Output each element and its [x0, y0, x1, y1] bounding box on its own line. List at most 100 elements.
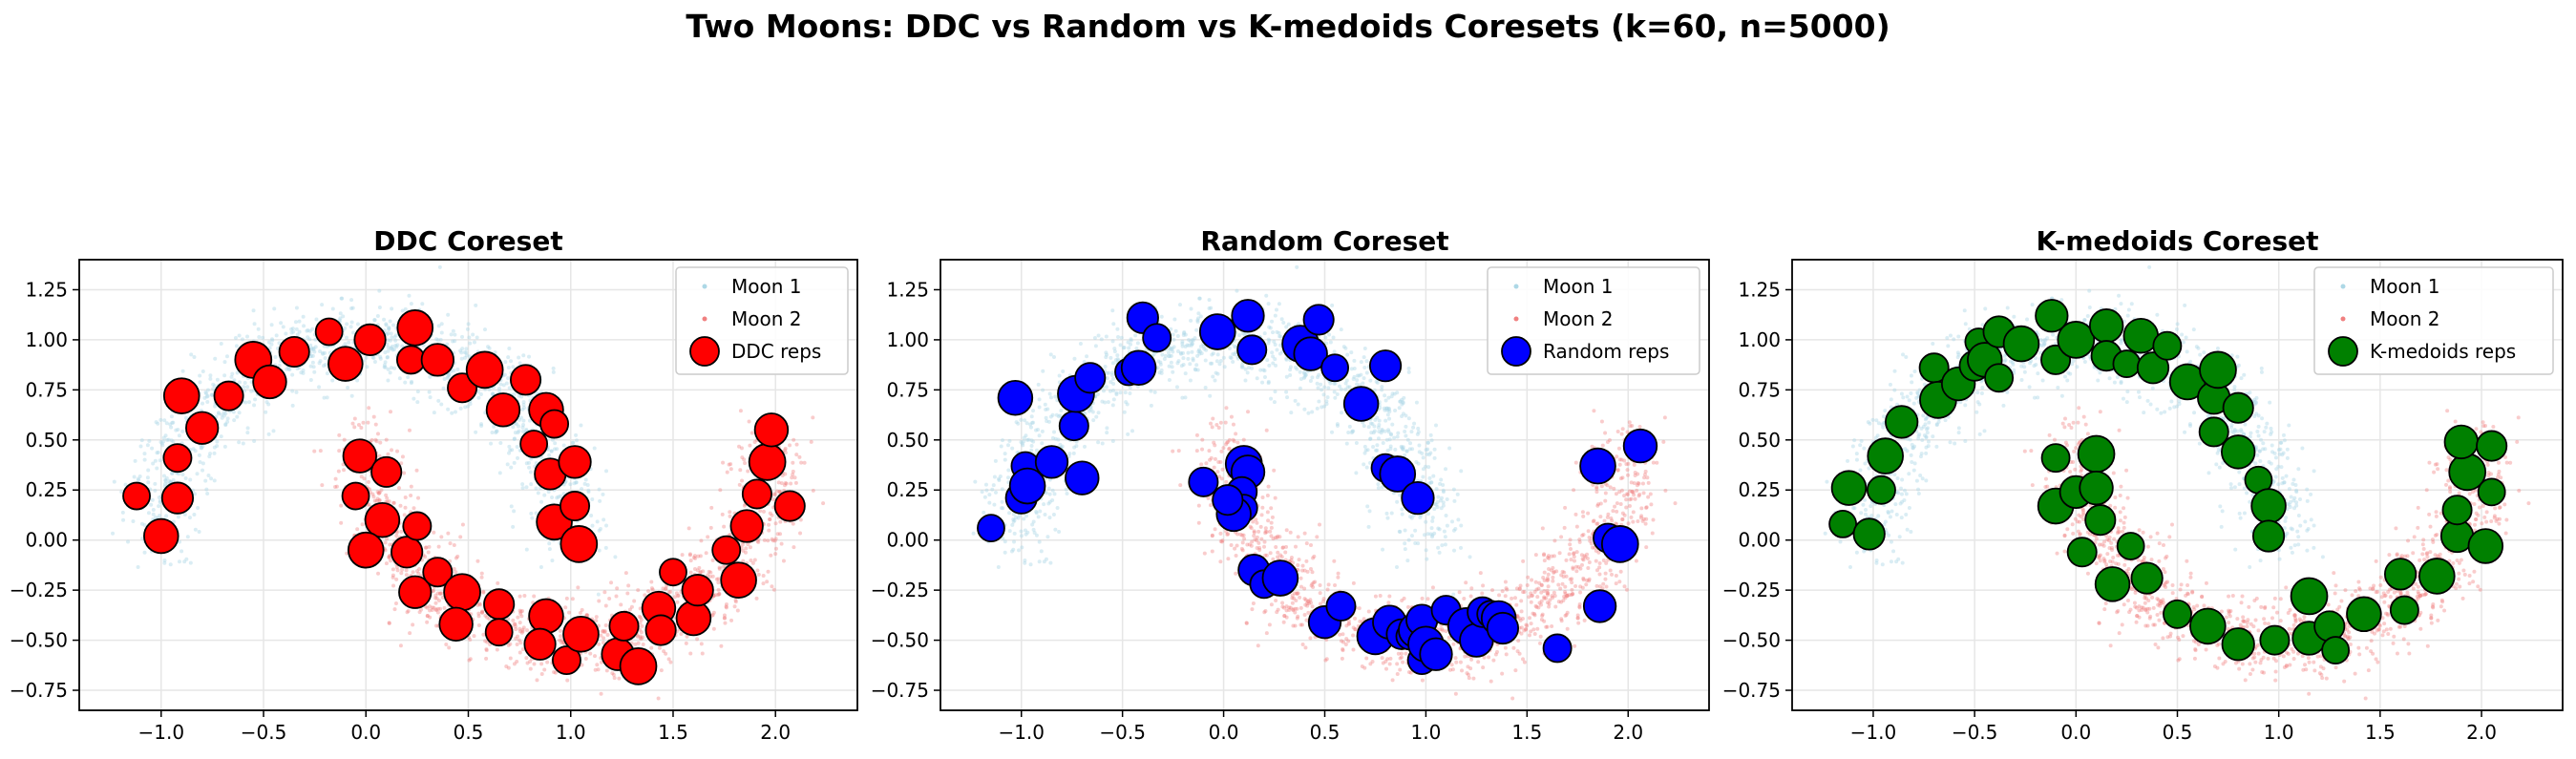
moon2-point	[480, 609, 485, 614]
moon1-point	[201, 468, 205, 473]
moon1-point	[436, 398, 441, 403]
moon1-point	[199, 446, 203, 451]
moon1-point	[1190, 342, 1194, 347]
moon1-point	[1278, 334, 1283, 339]
moon1-point	[1376, 425, 1381, 430]
moon1-point	[219, 341, 223, 346]
moon1-point	[240, 337, 244, 342]
moon2-point	[1600, 443, 1605, 448]
moon1-point	[992, 474, 997, 479]
moon2-point	[662, 649, 666, 654]
moon1-point	[1451, 592, 1456, 597]
moon1-point	[1011, 512, 1016, 517]
moon1-point	[169, 438, 174, 443]
moon2-point	[761, 509, 766, 514]
moon1-point	[1211, 374, 1215, 379]
moon2-point	[1303, 602, 1308, 607]
moon1-point	[1405, 559, 1410, 563]
moon2-point	[1440, 627, 1445, 632]
moon1-point	[1229, 356, 1234, 361]
moon2-point	[375, 496, 380, 501]
moon1-point	[446, 407, 451, 411]
moon2-point	[675, 600, 680, 604]
moon2-point	[435, 610, 440, 615]
moon1-point	[521, 418, 526, 423]
ddc-rep-point	[364, 501, 401, 538]
moon1-point	[1322, 385, 1327, 390]
moon1-point	[1362, 366, 1367, 370]
moon1-point	[1333, 381, 1338, 386]
moon1-point	[1058, 442, 1063, 447]
moon1-point	[1277, 334, 1282, 339]
moon1-point	[542, 493, 547, 497]
moon1-point	[1022, 439, 1026, 444]
moon1-point	[586, 490, 591, 495]
moon1-point	[1182, 330, 1187, 335]
moon1-point	[302, 324, 306, 328]
moon2-point	[1212, 440, 1216, 445]
moon1-point	[243, 389, 247, 393]
moon2-point	[430, 605, 434, 610]
moon1-point	[1240, 365, 1245, 369]
ddc-rep-point	[370, 455, 403, 488]
moon2-point	[468, 638, 473, 643]
moon1-point	[1406, 366, 1411, 370]
x-tick-label: 0.5	[1310, 721, 1341, 744]
moon1-point	[1270, 319, 1275, 324]
moon1-point	[497, 471, 502, 475]
moon2-point	[517, 638, 521, 643]
moon1-point	[1011, 547, 1016, 552]
moon2-point	[1351, 580, 1356, 585]
moon2-point	[467, 658, 472, 663]
moon2-point	[515, 660, 519, 664]
moon2-point	[742, 503, 747, 508]
moon2-point	[439, 535, 444, 539]
moon1-point	[1181, 333, 1186, 338]
moon2-point	[1627, 489, 1632, 494]
moon2-point	[518, 641, 523, 645]
moon2-point	[479, 571, 484, 576]
moon2-point	[686, 526, 691, 531]
moon2-point	[666, 590, 671, 595]
moon1-point	[1099, 337, 1104, 342]
moon2-point	[1295, 616, 1299, 621]
moon1-point	[1009, 549, 1014, 554]
moon1-point	[1274, 307, 1278, 312]
moon1-point	[1110, 370, 1115, 375]
moon1-point	[346, 386, 350, 390]
moon2-point	[391, 500, 396, 505]
moon2-point	[1575, 613, 1580, 618]
moon1-point	[1315, 406, 1320, 411]
moon1-point	[1159, 314, 1164, 319]
moon1-point	[1407, 447, 1412, 452]
moon1-point	[205, 393, 210, 398]
moon2-point	[1569, 547, 1573, 552]
moon1-point	[971, 531, 976, 536]
moon2-point	[1291, 623, 1296, 628]
moon1-point	[1345, 385, 1350, 390]
moon1-point	[1111, 322, 1116, 327]
moon1-point	[586, 488, 591, 493]
moon1-point	[297, 329, 302, 334]
moon1-point	[1240, 331, 1245, 336]
moon2-point	[352, 416, 357, 421]
moon2-point	[1546, 584, 1551, 589]
moon1-point	[312, 349, 317, 354]
moon1-point	[549, 449, 554, 453]
moon2-point	[1308, 636, 1313, 641]
moon1-point	[297, 319, 302, 324]
moon1-point	[266, 340, 271, 345]
moon2-point	[595, 663, 600, 667]
moon2-point	[725, 470, 729, 474]
moon1-point	[1427, 475, 1432, 480]
moon1-point	[1096, 333, 1101, 338]
moon1-point	[245, 334, 250, 339]
moon1-point	[1432, 531, 1437, 536]
moon1-point	[415, 390, 420, 394]
moon1-point	[1424, 548, 1428, 553]
moon1-point	[1258, 368, 1263, 372]
moon2-point	[783, 451, 788, 455]
moon2-point	[1539, 617, 1544, 622]
moon2-point	[1550, 624, 1554, 629]
moon1-point	[583, 477, 588, 482]
